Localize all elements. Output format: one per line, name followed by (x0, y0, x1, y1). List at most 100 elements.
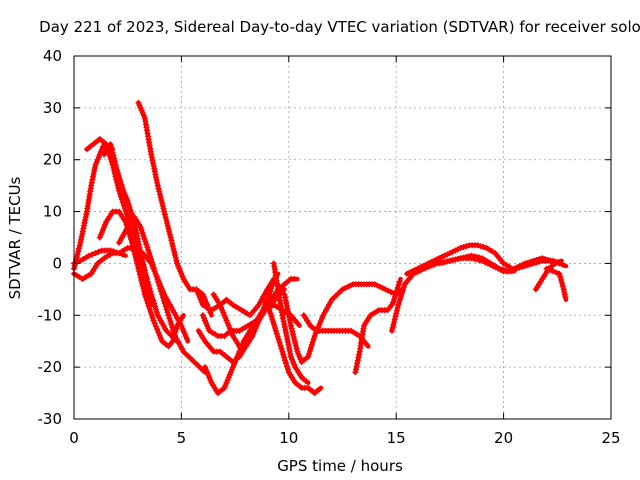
series-arc-16 (270, 260, 311, 385)
data-point-marker (511, 265, 518, 272)
data-point-marker (438, 259, 445, 266)
data-point-marker (504, 268, 511, 275)
data-point-marker (444, 258, 451, 265)
data-point-marker (460, 244, 467, 250)
series-arc-17 (281, 281, 405, 365)
data-point-marker (161, 300, 168, 307)
data-point-marker (136, 268, 143, 275)
data-point-marker (444, 251, 451, 258)
series-arc-15 (260, 296, 324, 397)
data-point-marker (115, 184, 122, 191)
data-point-marker (166, 315, 173, 322)
y-tick-label: 0 (52, 254, 62, 272)
data-point-marker (393, 287, 400, 294)
data-point-marker (109, 161, 116, 168)
data-point-marker (171, 248, 178, 255)
series-arc-19 (352, 276, 403, 376)
data-point-marker (388, 327, 395, 334)
x-tick-label: 0 (69, 429, 79, 447)
series-arc-1 (71, 141, 107, 272)
data-point-marker (553, 269, 560, 276)
data-point-marker (151, 320, 158, 327)
data-point-marker (392, 290, 399, 297)
data-point-marker (414, 265, 421, 272)
data-point-marker (150, 264, 157, 271)
data-point-marker (163, 217, 170, 224)
data-point-marker (387, 289, 394, 295)
data-point-marker (393, 307, 400, 314)
data-point-marker (160, 294, 166, 301)
data-point-marker (282, 357, 289, 364)
data-point-marker (269, 316, 276, 322)
data-point-marker (124, 198, 131, 205)
data-point-marker (164, 220, 171, 227)
data-point-marker (522, 260, 529, 267)
data-point-marker (433, 256, 440, 263)
data-point-marker (139, 229, 146, 236)
data-point-marker (396, 278, 403, 285)
data-point-marker (425, 260, 432, 267)
data-point-marker (288, 325, 295, 332)
data-point-marker (377, 283, 384, 290)
data-point-marker (547, 257, 554, 264)
data-point-marker (269, 282, 275, 289)
data-point-marker (266, 307, 273, 314)
data-point-marker (142, 294, 149, 301)
data-point-marker (385, 287, 392, 294)
plot-frame (73, 55, 612, 420)
data-point-marker (154, 326, 161, 333)
data-point-marker (409, 268, 416, 275)
data-point-marker (110, 248, 117, 255)
data-point-marker (152, 323, 159, 330)
data-point-marker (158, 197, 165, 203)
y-tick-label: -30 (38, 410, 63, 428)
data-point-marker (123, 210, 130, 217)
data-point-marker (293, 345, 300, 352)
data-point-marker (170, 246, 177, 252)
data-point-marker (152, 270, 159, 277)
data-point-marker (141, 288, 148, 295)
data-point-marker (274, 333, 281, 340)
data-point-marker (287, 322, 294, 329)
data-point-marker (125, 201, 132, 208)
data-point-marker (172, 251, 178, 258)
data-point-marker (103, 141, 110, 148)
data-point-marker (452, 247, 459, 254)
data-point-marker (507, 267, 514, 274)
data-point-marker (552, 260, 559, 267)
data-point-marker (354, 357, 361, 364)
y-tick-label: -20 (38, 358, 63, 376)
data-point-marker (166, 231, 173, 238)
data-point-marker (344, 283, 351, 290)
data-point-marker (281, 354, 288, 361)
series-arc-25 (543, 265, 569, 302)
data-point-marker (391, 296, 398, 303)
data-point-marker (89, 251, 96, 258)
data-point-marker (530, 257, 537, 264)
data-point-marker (156, 282, 163, 289)
data-point-marker (160, 297, 167, 304)
y-tick-label: -10 (38, 306, 63, 324)
data-point-marker (449, 257, 456, 264)
data-point-marker (400, 287, 406, 294)
data-point-marker (559, 283, 566, 290)
data-point-marker (142, 238, 149, 245)
data-point-marker (135, 265, 142, 272)
data-point-marker (277, 342, 284, 349)
data-point-marker (128, 210, 135, 217)
data-point-marker (90, 170, 97, 177)
data-point-marker (137, 224, 144, 231)
data-point-marker (134, 259, 140, 266)
data-point-marker (289, 328, 296, 335)
data-point-marker (122, 208, 129, 214)
series-arc-21 (403, 242, 515, 277)
data-point-marker (92, 250, 99, 257)
data-point-marker (144, 244, 151, 251)
data-point-marker (542, 256, 549, 263)
data-point-marker (496, 265, 503, 272)
data-point-marker (159, 202, 166, 209)
data-point-marker (533, 257, 540, 263)
data-point-marker (157, 194, 164, 201)
data-point-marker (164, 309, 171, 316)
data-point-marker (394, 304, 401, 311)
